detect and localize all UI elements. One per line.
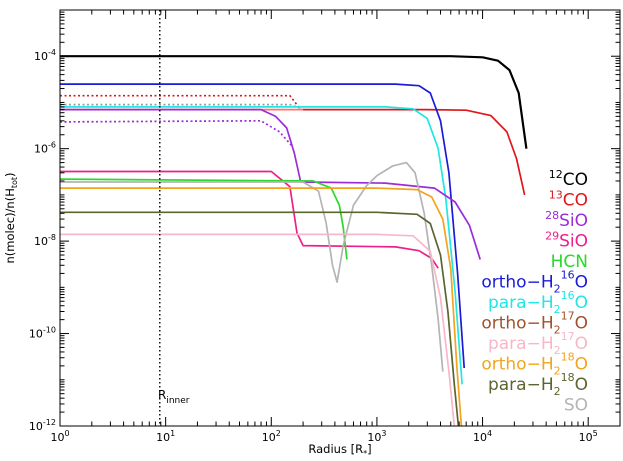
legend-entry: para−H218O bbox=[488, 371, 588, 398]
series-line bbox=[60, 211, 460, 427]
legend-entry: ortho−H216O bbox=[481, 269, 588, 296]
series-layer bbox=[59, 55, 528, 427]
x-tick-label: 104 bbox=[473, 429, 492, 444]
x-tick-label: 100 bbox=[50, 429, 69, 444]
series-line bbox=[60, 170, 439, 269]
x-axis-title: Radius [R*] bbox=[308, 442, 371, 458]
legend-entry: 12CO bbox=[549, 168, 588, 190]
ticks-layer bbox=[59, 9, 621, 427]
legend-entry: 13CO bbox=[549, 189, 588, 211]
legend-entry: ortho−H217O bbox=[481, 310, 588, 337]
legend-entry: 28SiO bbox=[545, 209, 588, 231]
x-tick-label: 102 bbox=[262, 429, 281, 444]
x-tick-label: 101 bbox=[156, 429, 175, 444]
legend-entry: 29SiO bbox=[545, 230, 588, 252]
series-line bbox=[60, 94, 302, 111]
x-tick-label: 105 bbox=[579, 429, 598, 444]
rinner-label: Rinner bbox=[158, 388, 190, 406]
series-line bbox=[60, 103, 301, 110]
series-line bbox=[60, 55, 528, 149]
legend-entry: SO bbox=[564, 396, 588, 416]
y-axis-title: n(molec)/n(Htot) bbox=[3, 172, 19, 263]
y-tick-label: 10-6 bbox=[34, 141, 56, 156]
y-tick-label: 10-4 bbox=[34, 48, 56, 63]
legend-entry: HCN bbox=[551, 252, 588, 272]
series-line bbox=[60, 106, 463, 385]
x-tick-label: 103 bbox=[367, 429, 386, 444]
series-line bbox=[60, 83, 466, 369]
legend-entry: para−H216O bbox=[488, 289, 588, 316]
series-line bbox=[59, 119, 294, 148]
y-tick-labels: 10-12 10-10 10-8 10-6 10-4 bbox=[29, 48, 56, 433]
legend: 12CO13CO28SiO29SiOHCNortho−H216Opara−H21… bbox=[481, 168, 588, 416]
y-tick-label: 10-12 bbox=[29, 418, 56, 433]
series-line bbox=[59, 178, 348, 260]
series-line bbox=[60, 161, 444, 372]
series-line bbox=[300, 108, 526, 196]
legend-entry: para−H217O bbox=[488, 330, 588, 357]
x-tick-labels: 100 101 102 103 104 105 bbox=[50, 429, 597, 444]
plot-frame bbox=[59, 9, 621, 427]
y-tick-label: 10-10 bbox=[29, 326, 56, 341]
series-line bbox=[60, 233, 456, 427]
legend-entry: ortho−H218O bbox=[481, 351, 588, 378]
y-tick-label: 10-8 bbox=[34, 233, 56, 248]
series-line bbox=[60, 187, 463, 427]
